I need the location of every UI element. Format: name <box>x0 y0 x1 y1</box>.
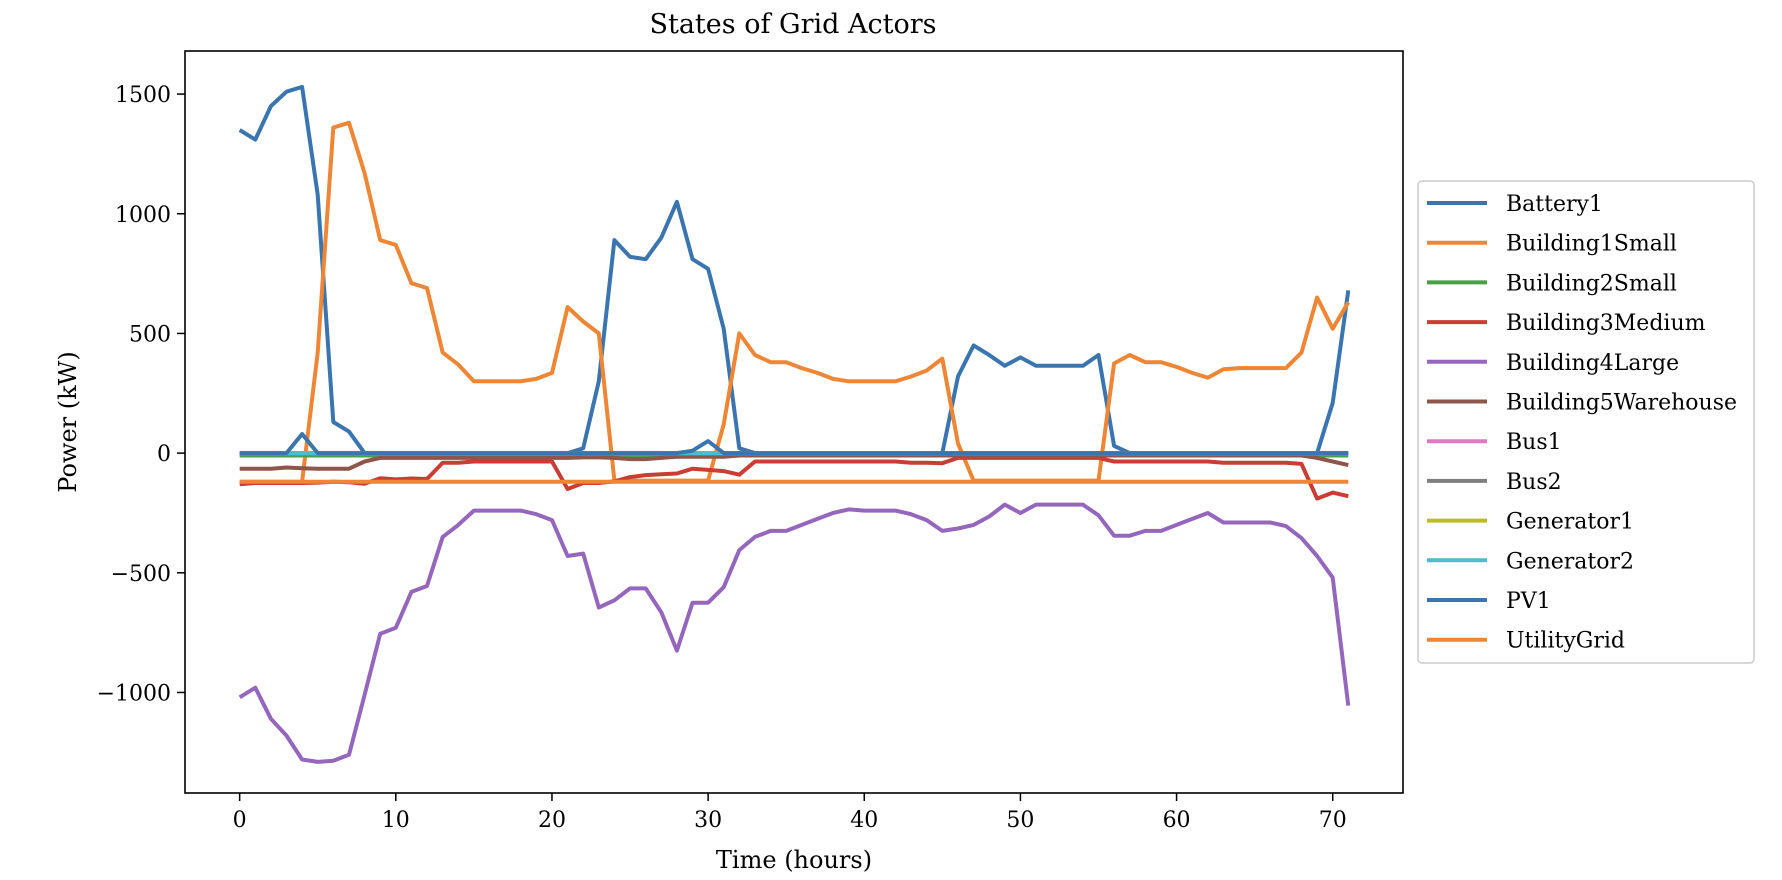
y-tick-label: −1000 <box>97 681 171 706</box>
x-tick-label: 10 <box>382 808 410 833</box>
legend-label: Battery1 <box>1506 192 1603 217</box>
legend-label: PV1 <box>1506 589 1551 614</box>
legend-label: Building1Small <box>1506 232 1677 257</box>
legend: Battery1 Building1Small Building2Small Buil… <box>1417 180 1755 664</box>
y-tick-label: 1500 <box>115 83 171 108</box>
series-line-building4large <box>238 502 1351 764</box>
x-tick-label: 30 <box>694 808 722 833</box>
series-line-building3medium <box>239 455 1349 501</box>
legend-label: Building4Large <box>1506 351 1679 376</box>
y-tick-label: −500 <box>111 562 171 587</box>
legend-label: Generator1 <box>1506 510 1634 535</box>
plot-frame <box>184 50 1404 794</box>
x-tick-label: 50 <box>1006 808 1034 833</box>
x-tick-label: 40 <box>850 808 878 833</box>
x-axis: 0 10 20 30 40 50 60 70 <box>233 793 1347 833</box>
y-axis-label: Power (kW) <box>54 351 82 492</box>
y-tick-label: 1000 <box>115 203 171 228</box>
y-axis: −1000 −500 0 500 1000 1500 <box>97 83 185 706</box>
x-tick-label: 60 <box>1163 808 1191 833</box>
x-tick-label: 0 <box>233 808 247 833</box>
series-layer <box>238 84 1351 764</box>
series-line-building1small <box>239 120 1351 484</box>
y-tick-label: 0 <box>157 442 171 467</box>
legend-label: Generator2 <box>1506 549 1634 574</box>
chart-title: States of Grid Actors <box>649 9 936 40</box>
x-axis-label: Time (hours) <box>716 846 872 874</box>
legend-label: Building5Warehouse <box>1506 391 1737 416</box>
y-tick-label: 500 <box>129 322 171 347</box>
x-tick-label: 70 <box>1319 808 1347 833</box>
legend-label: Bus1 <box>1506 430 1562 455</box>
series-line-building5warehouse <box>239 453 1349 471</box>
series-line-pv1 <box>239 432 1349 456</box>
legend-label: Building2Small <box>1506 271 1677 296</box>
legend-label: Building3Medium <box>1506 311 1706 336</box>
x-tick-label: 20 <box>538 808 566 833</box>
legend-label: Bus2 <box>1506 470 1562 495</box>
legend-label: UtilityGrid <box>1506 629 1625 654</box>
legend-frame <box>1417 180 1755 664</box>
